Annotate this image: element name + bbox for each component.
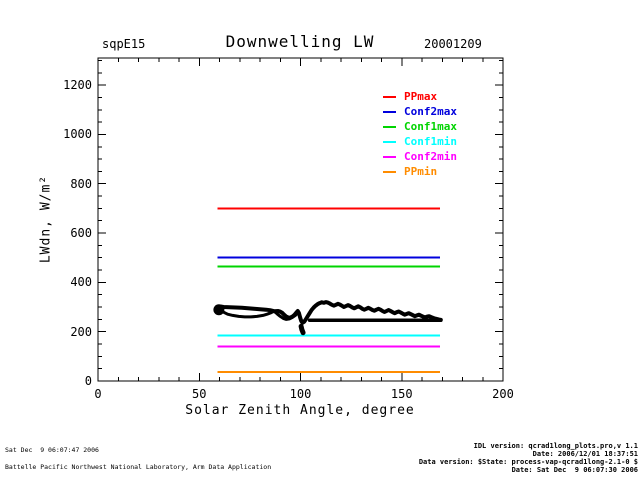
y-tick-label: 400 (70, 275, 92, 290)
timestamp-label: Sat Dec 9 06:07:47 2006 (5, 446, 99, 454)
legend-label: PPmax (404, 90, 438, 103)
legend-dash-icon (383, 140, 396, 143)
legend-entry-Conf2min: Conf2min (383, 149, 457, 164)
y-tick-label: 1200 (63, 78, 92, 93)
data-version-label: Data version: $State: process-vap-qcrad1… (418, 458, 638, 466)
legend-label: Conf2min (404, 150, 457, 163)
measurement-strand-1 (215, 300, 443, 325)
legend-entry-Conf2max: Conf2max (383, 104, 457, 119)
legend: PPmax Conf2max Conf1max Conf1min Conf2min PPm… (383, 89, 457, 179)
idl-date-label: Date: 2006/12/01 18:37:51 (532, 450, 638, 458)
x-tick-label: 150 (390, 387, 413, 401)
y-tick-label: 1000 (63, 127, 92, 142)
legend-dash-icon (383, 110, 396, 113)
legend-dash-icon (383, 125, 396, 128)
data-date-label: Date: Sat Dec 9 06:07:30 2006 (511, 466, 638, 474)
idl-version-label: IDL version: qcrad1long_plots.pro,v 1.1 (473, 442, 638, 450)
y-tick-label: 0 (84, 374, 92, 388)
x-tick-label: 0 (94, 387, 102, 401)
legend-dash-icon (383, 95, 396, 98)
plot-title: Downwelling LW (225, 32, 375, 51)
laboratory-label: Battelle Pacific Northwest National Labo… (5, 463, 272, 471)
legend-dash-icon (383, 155, 396, 158)
legend-entry-Conf1min: Conf1min (383, 134, 457, 149)
measurement-strand-5 (298, 323, 306, 336)
legend-entry-PPmin: PPmin (383, 164, 457, 179)
x-tick-label: 200 (492, 387, 514, 401)
y-tick-label: 800 (70, 176, 92, 191)
measurement-strand-2 (219, 308, 276, 319)
legend-label: PPmin (404, 165, 438, 178)
site-label: sqpE15 (102, 37, 146, 51)
y-tick-label: 200 (70, 324, 92, 339)
legend-label: Conf1min (404, 135, 457, 148)
y-axis-title: LWdn, W/m² (38, 174, 54, 264)
legend-entry-Conf1max: Conf1max (383, 119, 457, 134)
legend-label: Conf1max (404, 120, 457, 133)
date-label: 20001209 (424, 37, 482, 51)
x-tick-label: 50 (192, 387, 207, 401)
measurement-strand-3 (272, 309, 300, 321)
legend-label: Conf2max (404, 105, 457, 118)
x-axis-title: Solar Zenith Angle, degree (185, 403, 415, 418)
x-tick-label: 100 (289, 387, 312, 401)
legend-entry-PPmax: PPmax (383, 89, 457, 104)
measurement-blob (213, 304, 225, 316)
legend-dash-icon (383, 170, 396, 173)
y-tick-label: 600 (70, 226, 92, 241)
